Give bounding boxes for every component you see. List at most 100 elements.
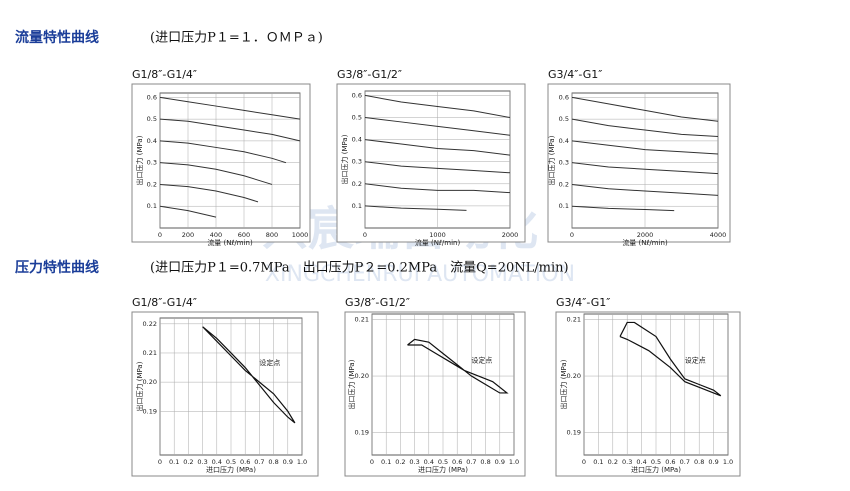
curve xyxy=(159,205,217,218)
y-tick-label: 0.22 xyxy=(143,320,157,328)
x-tick-label: 1.0 xyxy=(723,458,733,466)
x-tick-label: 0.1 xyxy=(169,458,179,466)
curve xyxy=(159,183,259,203)
x-tick-label: 0.3 xyxy=(197,458,207,466)
x-tick-label: 0 xyxy=(158,458,162,466)
y-axis-label: 出口压力 (MPa) xyxy=(340,134,349,184)
x-axis-label: 进口压力 (MPa) xyxy=(418,465,468,474)
annotation: 设定点 xyxy=(259,358,280,367)
x-tick-label: 0.6 xyxy=(452,458,462,466)
annotation: 设定点 xyxy=(471,356,492,365)
y-axis-label: 出口压力 (MPa) xyxy=(547,135,556,185)
x-tick-label: 0.5 xyxy=(226,458,236,466)
chart-title: G3/4″-G1″ xyxy=(556,296,610,309)
x-tick-label: 4000 xyxy=(710,231,727,239)
curve xyxy=(364,94,511,119)
x-tick-label: 0 xyxy=(370,458,374,466)
y-tick-label: 0.4 xyxy=(147,137,157,145)
y-tick-label: 0.6 xyxy=(147,93,157,101)
hysteresis-loop xyxy=(202,326,296,424)
chart-frame xyxy=(131,311,319,477)
x-tick-label: 0.9 xyxy=(495,458,505,466)
x-tick-label: 2000 xyxy=(637,231,654,239)
y-tick-label: 0.19 xyxy=(143,407,157,415)
x-tick-label: 400 xyxy=(210,231,222,239)
x-axis-label: 流量 (Nℓ/min) xyxy=(622,238,668,247)
y-tick-label: 0.1 xyxy=(559,202,569,210)
chart-frame xyxy=(555,311,741,477)
y-tick-label: 0.3 xyxy=(352,158,362,166)
section-title: 流量特性曲线 xyxy=(15,29,99,46)
y-tick-label: 0.2 xyxy=(147,180,157,188)
x-tick-label: 0 xyxy=(582,458,586,466)
curve xyxy=(571,96,719,122)
x-tick-label: 1000 xyxy=(429,231,446,239)
y-tick-label: 0.3 xyxy=(559,159,569,167)
y-tick-label: 0.6 xyxy=(559,93,569,101)
x-tick-label: 0 xyxy=(363,231,367,239)
chart-frame xyxy=(336,83,526,243)
x-tick-label: 0.2 xyxy=(395,458,405,466)
y-tick-label: 0.19 xyxy=(355,428,369,436)
curve xyxy=(159,162,273,185)
curve xyxy=(571,162,719,175)
curve xyxy=(364,161,511,174)
x-tick-label: 0.4 xyxy=(636,458,646,466)
y-tick-label: 0.6 xyxy=(352,91,362,99)
curve xyxy=(571,205,675,212)
chart-title: G3/4″-G1″ xyxy=(548,68,602,81)
y-tick-label: 0.21 xyxy=(355,316,369,324)
curve xyxy=(364,117,511,136)
y-axis-label: 出口压力 (MPa) xyxy=(135,135,144,185)
x-tick-label: 0.8 xyxy=(480,458,490,466)
x-tick-label: 0 xyxy=(570,231,574,239)
chart-title: G3/8″-G1/2″ xyxy=(337,68,402,81)
x-tick-label: 0.4 xyxy=(424,458,434,466)
x-tick-label: 0.3 xyxy=(622,458,632,466)
x-tick-label: 2000 xyxy=(502,231,519,239)
x-tick-label: 0 xyxy=(158,231,162,239)
x-tick-label: 0.9 xyxy=(708,458,718,466)
y-tick-label: 0.1 xyxy=(147,202,157,210)
chart-title: G1/8″-G1/4″ xyxy=(132,68,197,81)
curve xyxy=(571,183,719,196)
x-tick-label: 0.7 xyxy=(466,458,476,466)
x-tick-label: 1.0 xyxy=(297,458,307,466)
curve xyxy=(159,140,287,164)
y-tick-label: 0.2 xyxy=(352,180,362,188)
y-tick-label: 0.5 xyxy=(559,115,569,123)
x-tick-label: 800 xyxy=(266,231,278,239)
hysteresis-loop xyxy=(619,321,722,397)
x-tick-label: 0.6 xyxy=(665,458,675,466)
curve xyxy=(364,183,511,194)
x-tick-label: 0.4 xyxy=(212,458,222,466)
y-tick-label: 0.3 xyxy=(147,159,157,167)
x-axis-label: 进口压力 (MPa) xyxy=(631,465,681,474)
y-tick-label: 0.5 xyxy=(147,115,157,123)
x-tick-label: 0.7 xyxy=(254,458,264,466)
x-tick-label: 0.5 xyxy=(651,458,661,466)
x-tick-label: 200 xyxy=(182,231,194,239)
chart-title: G3/8″-G1/2″ xyxy=(345,296,410,309)
curve xyxy=(364,139,511,156)
y-tick-label: 0.4 xyxy=(352,136,362,144)
x-tick-label: 0.2 xyxy=(608,458,618,466)
x-tick-label: 600 xyxy=(238,231,250,239)
x-axis-label: 流量 (Nℓ/min) xyxy=(415,238,461,247)
section-title: 压力特性曲线 xyxy=(15,259,99,276)
y-axis-label: 出口压力 (MPa) xyxy=(135,361,144,411)
y-tick-label: 0.21 xyxy=(567,316,581,324)
x-tick-label: 0.8 xyxy=(694,458,704,466)
x-tick-label: 0.1 xyxy=(381,458,391,466)
y-tick-label: 0.20 xyxy=(143,378,157,386)
hysteresis-loop xyxy=(407,338,509,394)
chart-frame xyxy=(131,83,311,243)
x-tick-label: 0.1 xyxy=(593,458,603,466)
x-axis-label: 流量 (Nℓ/min) xyxy=(207,238,253,247)
y-tick-label: 0.21 xyxy=(143,349,157,357)
x-tick-label: 0.6 xyxy=(240,458,250,466)
curve xyxy=(364,205,467,211)
x-tick-label: 0.7 xyxy=(680,458,690,466)
curve xyxy=(571,118,719,138)
